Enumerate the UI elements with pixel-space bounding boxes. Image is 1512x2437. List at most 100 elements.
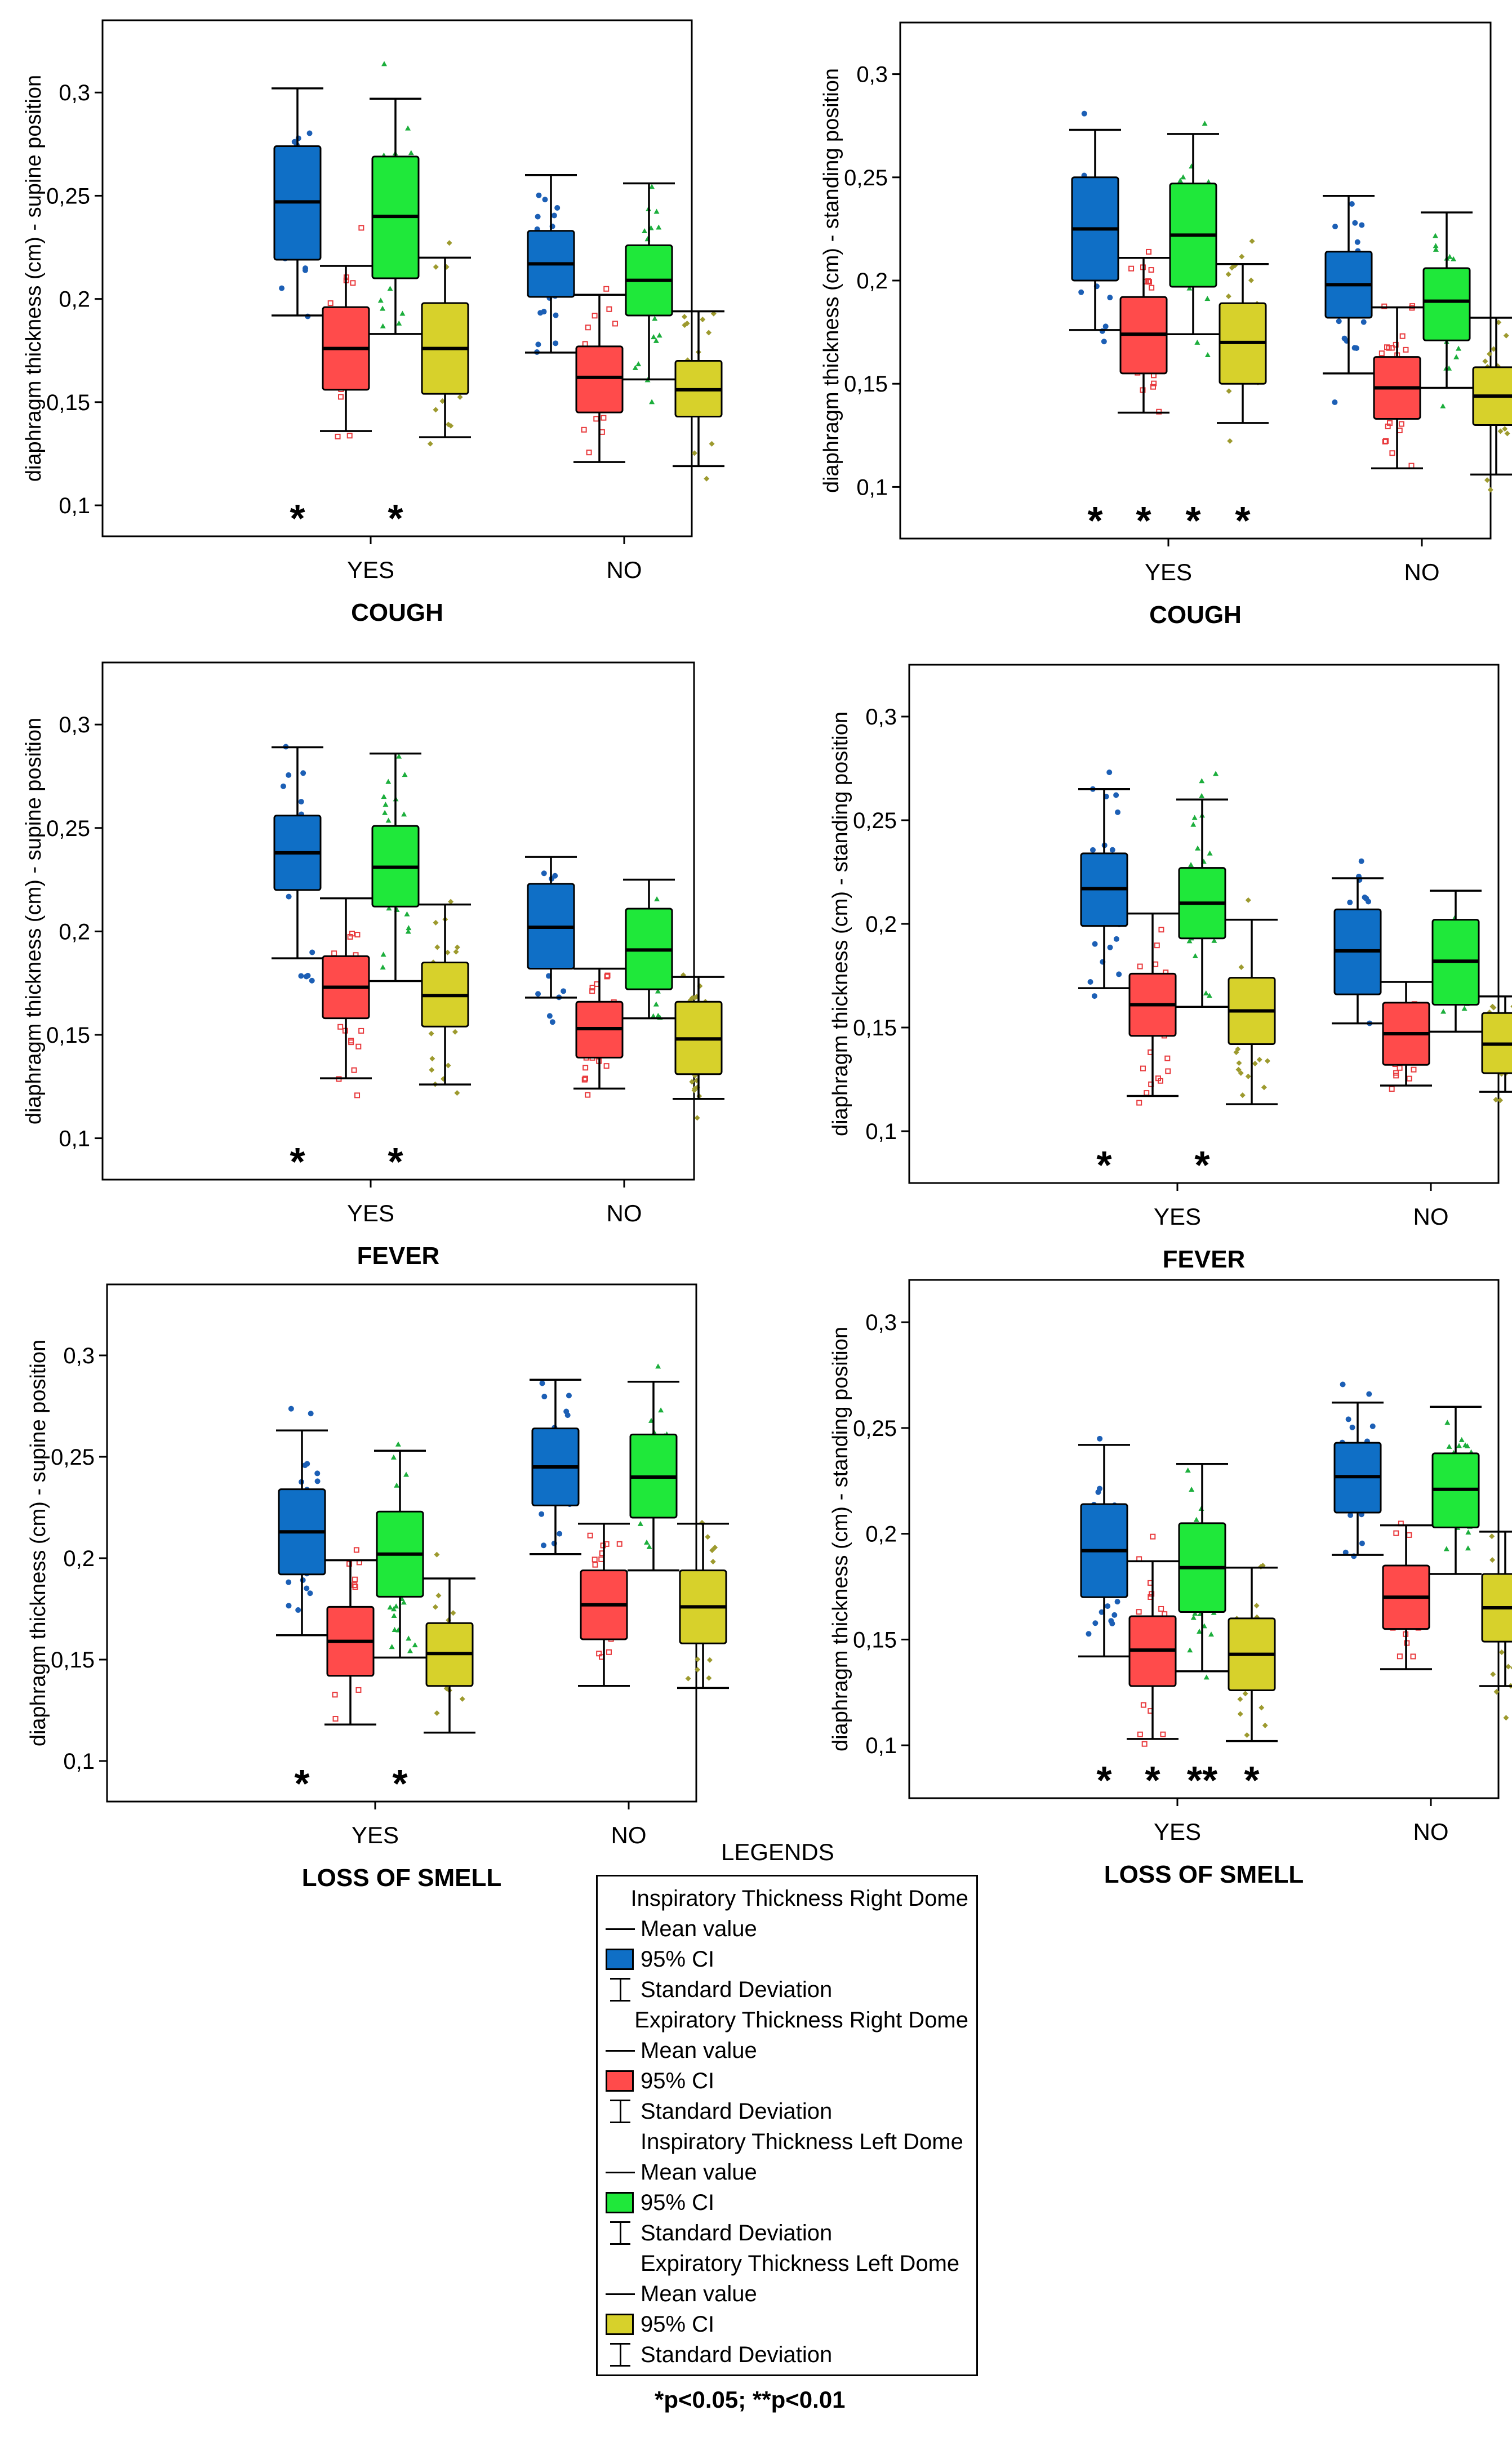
- data-point: [450, 1610, 456, 1616]
- data-point: [587, 1532, 593, 1538]
- box-0-yes: *: [1078, 769, 1130, 1187]
- data-point: [589, 985, 595, 991]
- box-0-no: [525, 856, 577, 1025]
- data-point: [1352, 220, 1358, 226]
- significance-footnote: *p<0.05; **p<0.01: [655, 2386, 846, 2413]
- data-point: [445, 1062, 451, 1069]
- data-point: [1411, 1066, 1417, 1073]
- data-point: [1351, 345, 1358, 351]
- data-point: [1242, 1691, 1248, 1697]
- data-point: [1510, 1004, 1512, 1008]
- data-point: [1109, 847, 1115, 853]
- data-point: [1249, 238, 1255, 244]
- legend-series-name: Inspiratory Thickness Right Dome: [606, 1883, 969, 1914]
- significance-marker: *: [388, 1140, 403, 1184]
- data-point: [564, 1412, 571, 1418]
- data-point: [1382, 438, 1388, 444]
- data-point: [1151, 380, 1157, 386]
- data-point: [1102, 323, 1109, 330]
- data-point: [1393, 1073, 1399, 1079]
- data-point: [694, 1115, 700, 1121]
- data-point: [1199, 778, 1205, 784]
- data-point: [1482, 358, 1488, 364]
- data-point: [1490, 1671, 1496, 1677]
- data-point: [393, 1603, 399, 1609]
- y-tick-label: 0,2: [865, 1522, 897, 1547]
- data-point: [1187, 1647, 1193, 1653]
- data-point: [1433, 243, 1439, 248]
- data-point: [1258, 1705, 1265, 1711]
- mean-line-swatch: [606, 2293, 635, 2295]
- data-point: [710, 1559, 716, 1565]
- box-3-yes: *: [1226, 1563, 1278, 1802]
- x-category-label: YES: [1145, 559, 1192, 585]
- data-point: [655, 1013, 661, 1019]
- data-point: [1137, 963, 1143, 970]
- box-2-no: [1421, 211, 1473, 408]
- legend-sd-row: Standard Deviation: [606, 2218, 968, 2248]
- data-point: [1332, 399, 1338, 406]
- data-point: [389, 1644, 395, 1649]
- data-point: [452, 1029, 458, 1035]
- data-point: [549, 1019, 555, 1025]
- data-point: [1078, 289, 1084, 295]
- box-2-yes: **: [1176, 1462, 1228, 1802]
- data-point: [1261, 1084, 1267, 1091]
- data-point: [649, 399, 655, 404]
- y-axis-label: diaphragm thickness (cm) - standing posi…: [820, 68, 843, 493]
- data-point: [1193, 1517, 1199, 1522]
- data-point: [1348, 1512, 1354, 1518]
- data-point: [706, 1657, 713, 1663]
- box-3-no: [1479, 995, 1512, 1104]
- data-point: [1206, 993, 1212, 998]
- data-point: [1238, 1070, 1244, 1076]
- data-point: [306, 130, 313, 136]
- legend-sd-row-symbol: [606, 1974, 641, 2005]
- data-point: [1347, 899, 1353, 905]
- data-point: [542, 197, 548, 203]
- box-3-yes: *: [1217, 238, 1269, 542]
- y-axis-label: diaphragm thickness (cm) - supine positi…: [22, 75, 46, 482]
- box-1-yes: [324, 1547, 376, 1726]
- y-tick-label: 0,25: [853, 1416, 897, 1441]
- data-point: [358, 225, 364, 231]
- data-point: [1111, 1612, 1118, 1618]
- data-point: [1105, 1603, 1111, 1609]
- ci-box-swatch: [606, 2314, 634, 2335]
- box-0-yes: *: [272, 87, 323, 540]
- data-point: [1180, 174, 1186, 180]
- legend-series-name-symbol: [606, 2127, 641, 2157]
- data-point: [433, 919, 439, 926]
- data-point: [655, 1363, 661, 1369]
- data-point: [1510, 1666, 1512, 1670]
- y-tick-label: 0,25: [844, 166, 888, 190]
- data-point: [457, 394, 463, 400]
- data-point: [642, 228, 648, 233]
- data-point: [1140, 1065, 1146, 1071]
- legend-series-name-text: Inspiratory Thickness Left Dome: [641, 2129, 963, 2154]
- data-point: [395, 1441, 401, 1447]
- x-category-label: NO: [611, 1822, 647, 1848]
- data-point: [403, 1471, 410, 1477]
- data-point: [391, 1606, 397, 1612]
- data-point: [1190, 821, 1197, 827]
- legend-ci-row: 95% CI: [606, 1944, 968, 1974]
- legend-ci-row-symbol: [606, 2187, 641, 2218]
- data-point: [1092, 1620, 1099, 1626]
- data-point: [288, 1406, 294, 1412]
- data-point: [286, 893, 292, 900]
- data-point: [582, 341, 588, 347]
- data-point: [412, 1642, 418, 1648]
- data-point: [1363, 896, 1369, 902]
- box-1-yes: *: [1118, 248, 1169, 542]
- data-point: [1186, 938, 1193, 944]
- data-point: [1462, 1442, 1469, 1448]
- data-point: [586, 450, 592, 456]
- data-point: [1114, 1599, 1120, 1605]
- y-tick-label: 0,15: [853, 1016, 897, 1040]
- data-point: [551, 212, 557, 219]
- data-point: [396, 320, 402, 326]
- legend-sd-row: Standard Deviation: [606, 2340, 968, 2370]
- data-point: [1504, 430, 1510, 437]
- data-point: [651, 334, 657, 340]
